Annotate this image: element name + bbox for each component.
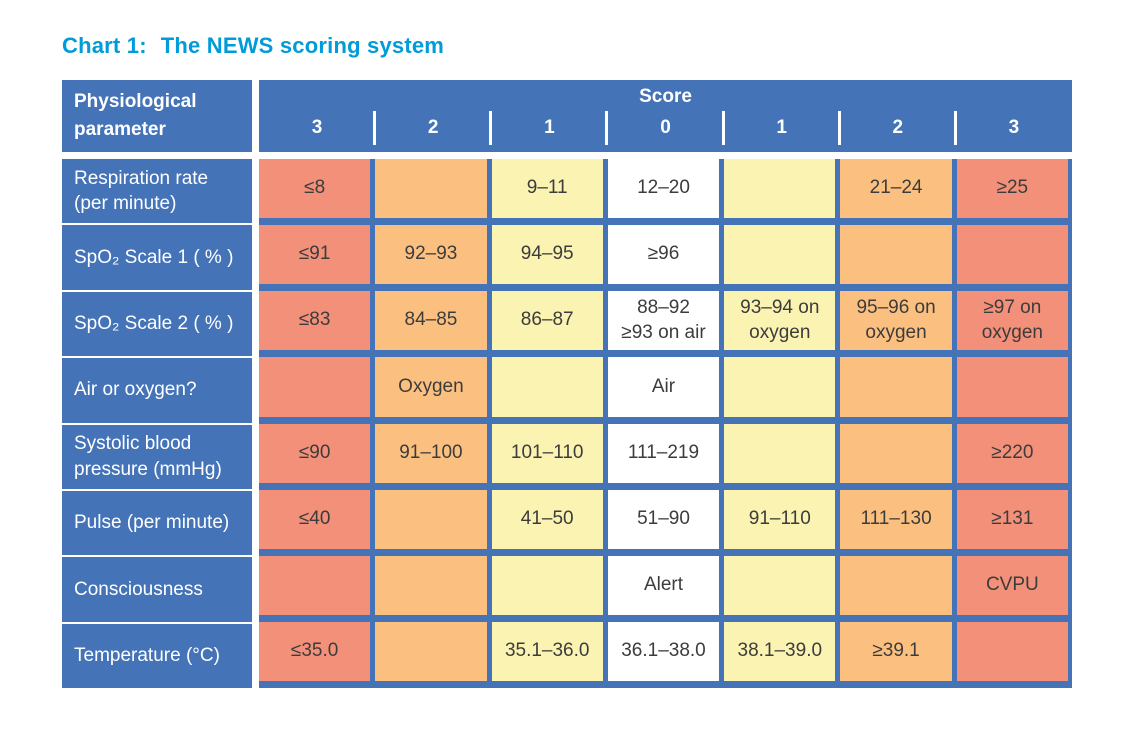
parameter-label: Respiration rate (per minute) [62, 159, 252, 226]
parameter-column: Respiration rate (per minute) SpO₂ Scale … [62, 159, 252, 688]
score-cell: 12–20 [607, 159, 720, 219]
score-column-label-1-left: 1 [491, 117, 607, 139]
score-cell: 111–219 [607, 423, 720, 483]
score-column-label-2-right: 2 [840, 117, 956, 139]
score-column-label-3-left: 3 [259, 117, 375, 139]
column-divider [252, 159, 259, 688]
table-body: Respiration rate (per minute) SpO₂ Scale … [62, 159, 1072, 688]
table-header-row: Physiological parameter Score 3 2 1 0 1 … [62, 80, 1072, 152]
score-cell [724, 225, 836, 285]
score-cell [259, 357, 371, 417]
score-cell: 95–96 on oxygen [840, 291, 952, 351]
score-cell: 36.1–38.0 [607, 621, 720, 681]
score-cell: 86–87 [491, 291, 603, 351]
score-cell: 111–130 [840, 489, 952, 549]
score-cell [724, 555, 836, 615]
score-cell: 38.1–39.0 [724, 621, 836, 681]
chart-title: Chart 1: The NEWS scoring system [62, 33, 444, 59]
score-cell: ≤35.0 [259, 621, 371, 681]
score-cell: Air [607, 357, 720, 417]
score-cell [840, 225, 952, 285]
score-cell: ≥220 [956, 423, 1068, 483]
score-column-labels: 3 2 1 0 1 2 3 [259, 109, 1072, 147]
score-column-label-3-right: 3 [1008, 117, 1020, 138]
score-cell [724, 357, 836, 417]
score-cell [724, 423, 836, 483]
score-cell: ≥97 on oxygen [956, 291, 1068, 351]
score-cell: 21–24 [840, 159, 952, 219]
score-cell: 51–90 [607, 489, 720, 549]
parameter-label: SpO₂ Scale 2 ( % ) [62, 292, 252, 359]
score-cell: 92–93 [375, 225, 487, 285]
score-cell: 35.1–36.0 [491, 621, 603, 681]
score-header-label: Score [639, 86, 692, 107]
parameter-label: Systolic blood pressure (mmHg) [62, 425, 252, 491]
physiological-parameter-header: Physiological parameter [62, 80, 252, 152]
parameter-label: Consciousness [62, 557, 252, 624]
score-cell [956, 357, 1068, 417]
score-cell: ≥131 [956, 489, 1068, 549]
score-cell: CVPU [956, 555, 1068, 615]
score-cell: ≥96 [607, 225, 720, 285]
score-cell: ≥39.1 [840, 621, 952, 681]
score-cell [724, 159, 836, 219]
score-cell [375, 555, 487, 615]
score-cell [491, 357, 603, 417]
score-cell: 101–110 [491, 423, 603, 483]
score-cell [956, 621, 1068, 681]
score-cell: 84–85 [375, 291, 487, 351]
score-cell: 9–11 [491, 159, 603, 219]
score-cell: 94–95 [491, 225, 603, 285]
score-cell: ≤90 [259, 423, 371, 483]
parameter-label: Pulse (per minute) [62, 491, 252, 558]
chart-title-prefix: Chart 1: [62, 33, 147, 58]
score-cell: 41–50 [491, 489, 603, 549]
score-header: Score 3 2 1 0 1 2 3 [259, 80, 1072, 152]
score-column-label-0: 0 [607, 117, 723, 139]
score-cell [840, 555, 952, 615]
score-cell [840, 357, 952, 417]
score-cell [375, 489, 487, 549]
score-cell: 88–92 ≥93 on air [607, 291, 720, 351]
score-column-label-1-right: 1 [724, 117, 840, 139]
score-cell: ≤83 [259, 291, 371, 351]
score-cell [259, 555, 371, 615]
score-cell [491, 555, 603, 615]
score-cell [956, 225, 1068, 285]
score-cell: Oxygen [375, 357, 487, 417]
score-cell: ≤40 [259, 489, 371, 549]
chart-title-text: The NEWS scoring system [160, 33, 445, 58]
score-cell [375, 159, 487, 219]
parameter-label: Air or oxygen? [62, 358, 252, 425]
score-cell [375, 621, 487, 681]
score-cell: 93–94 on oxygen [724, 291, 836, 351]
score-cell [840, 423, 952, 483]
score-cell: ≤8 [259, 159, 371, 219]
score-cell: 91–110 [724, 489, 836, 549]
score-cell: Alert [607, 555, 720, 615]
news-scoring-table: Physiological parameter Score 3 2 1 0 1 … [62, 80, 1072, 688]
header-body-divider [62, 152, 1072, 159]
parameter-label: Temperature (°C) [74, 644, 220, 666]
column-divider [252, 80, 259, 152]
score-grid: ≤8 9–11 12–20 21–24 ≥25 ≤91 92–93 94–95 ≥96 ≤83 84… [259, 159, 1072, 688]
score-cell: ≤91 [259, 225, 371, 285]
score-cell: ≥25 [956, 159, 1068, 219]
score-cell: 91–100 [375, 423, 487, 483]
score-column-label-2-left: 2 [375, 117, 491, 139]
parameter-label: SpO₂ Scale 1 ( % ) [62, 225, 252, 292]
